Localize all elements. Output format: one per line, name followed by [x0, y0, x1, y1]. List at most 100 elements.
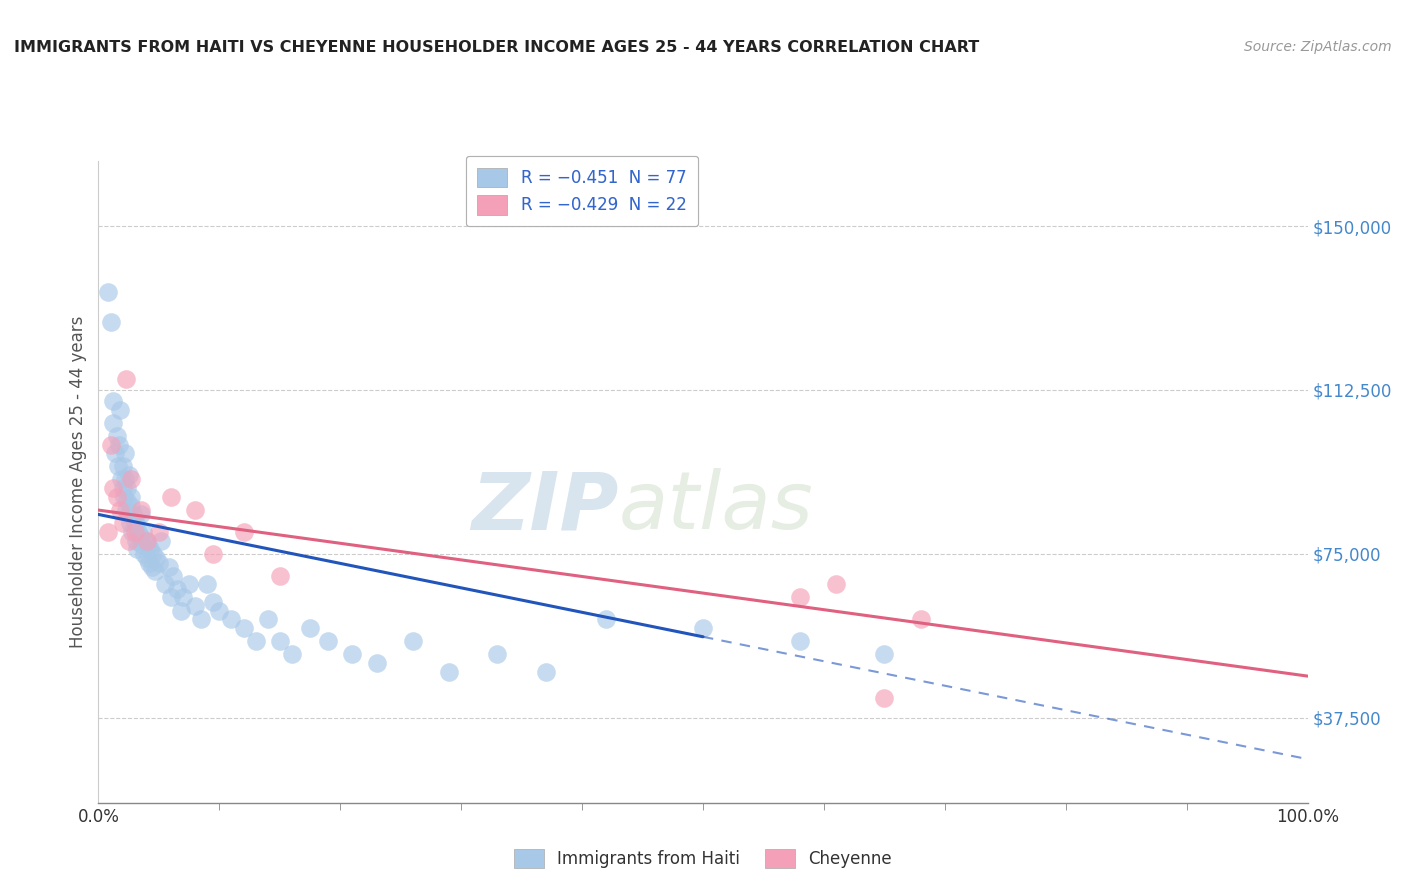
Point — [437, 665, 460, 679]
Point — [825, 577, 848, 591]
Point — [118, 468, 141, 483]
Point — [162, 568, 184, 582]
Point — [118, 508, 141, 522]
Point — [148, 556, 170, 570]
Point — [111, 459, 134, 474]
Point — [190, 612, 212, 626]
Point — [135, 551, 157, 566]
Point — [108, 402, 131, 417]
Point — [232, 621, 254, 635]
Point — [101, 393, 124, 408]
Point — [298, 621, 321, 635]
Point — [138, 556, 160, 570]
Point — [873, 690, 896, 705]
Y-axis label: Householder Income Ages 25 - 44 years: Householder Income Ages 25 - 44 years — [69, 316, 87, 648]
Point — [789, 634, 811, 648]
Point — [202, 595, 225, 609]
Point — [534, 665, 557, 679]
Point — [221, 612, 243, 626]
Point — [873, 647, 896, 661]
Point — [366, 656, 388, 670]
Legend: Immigrants from Haiti, Cheyenne: Immigrants from Haiti, Cheyenne — [508, 842, 898, 875]
Point — [108, 503, 131, 517]
Point — [108, 437, 131, 451]
Point — [107, 459, 129, 474]
Point — [97, 524, 120, 539]
Point — [269, 568, 291, 582]
Point — [692, 621, 714, 635]
Point — [157, 560, 180, 574]
Point — [100, 315, 122, 329]
Point — [232, 524, 254, 539]
Point — [97, 285, 120, 299]
Point — [111, 481, 134, 495]
Point — [177, 577, 201, 591]
Point — [153, 577, 176, 591]
Point — [115, 503, 138, 517]
Point — [160, 490, 183, 504]
Point — [256, 612, 278, 626]
Point — [101, 481, 124, 495]
Point — [122, 508, 145, 522]
Point — [114, 473, 136, 487]
Point — [141, 560, 163, 574]
Point — [101, 416, 124, 430]
Point — [402, 634, 425, 648]
Point — [135, 533, 157, 548]
Point — [131, 538, 153, 552]
Point — [208, 603, 231, 617]
Point — [114, 446, 136, 460]
Point — [124, 516, 146, 531]
Point — [125, 516, 148, 531]
Point — [120, 473, 142, 487]
Point — [129, 503, 152, 517]
Point — [125, 533, 148, 548]
Text: Source: ZipAtlas.com: Source: ZipAtlas.com — [1244, 40, 1392, 54]
Point — [342, 647, 364, 661]
Point — [142, 547, 165, 561]
Point — [127, 542, 149, 557]
Text: IMMIGRANTS FROM HAITI VS CHEYENNE HOUSEHOLDER INCOME AGES 25 - 44 YEARS CORRELAT: IMMIGRANTS FROM HAITI VS CHEYENNE HOUSEH… — [14, 40, 980, 55]
Point — [184, 599, 207, 614]
Point — [129, 508, 152, 522]
Point — [118, 516, 141, 531]
Point — [169, 603, 191, 617]
Legend: R = −0.451  N = 77, R = −0.429  N = 22: R = −0.451 N = 77, R = −0.429 N = 22 — [465, 156, 699, 227]
Point — [104, 446, 127, 460]
Point — [139, 542, 162, 557]
Point — [184, 503, 207, 517]
Point — [150, 533, 173, 548]
Point — [121, 524, 143, 539]
Point — [132, 524, 155, 539]
Point — [148, 524, 170, 539]
Point — [789, 591, 811, 605]
Point — [269, 634, 291, 648]
Point — [111, 516, 134, 531]
Point — [127, 524, 149, 539]
Point — [120, 490, 142, 504]
Point — [316, 634, 339, 648]
Point — [112, 490, 135, 504]
Point — [124, 524, 146, 539]
Point — [117, 494, 139, 508]
Point — [910, 612, 932, 626]
Point — [281, 647, 304, 661]
Point — [195, 577, 218, 591]
Point — [136, 538, 159, 552]
Point — [118, 533, 141, 548]
Point — [245, 634, 267, 648]
Text: ZIP: ZIP — [471, 468, 619, 547]
Point — [166, 582, 188, 596]
Point — [135, 533, 157, 548]
Point — [160, 591, 183, 605]
Point — [145, 551, 167, 566]
Point — [105, 429, 128, 443]
Point — [100, 437, 122, 451]
Point — [120, 499, 142, 513]
Point — [202, 547, 225, 561]
Point — [595, 612, 617, 626]
Text: atlas: atlas — [619, 468, 813, 547]
Point — [115, 372, 138, 386]
Point — [134, 547, 156, 561]
Point — [172, 591, 194, 605]
